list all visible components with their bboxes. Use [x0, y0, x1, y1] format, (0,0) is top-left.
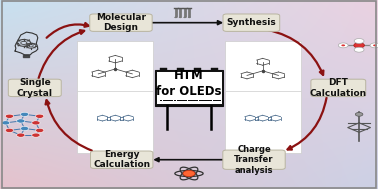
FancyBboxPatch shape: [177, 67, 184, 72]
Circle shape: [355, 112, 363, 116]
FancyBboxPatch shape: [90, 14, 152, 31]
Circle shape: [32, 133, 40, 137]
FancyBboxPatch shape: [194, 67, 201, 72]
Circle shape: [5, 114, 14, 118]
Text: Energy
Calculation: Energy Calculation: [93, 150, 150, 169]
FancyBboxPatch shape: [77, 91, 153, 153]
FancyBboxPatch shape: [155, 70, 223, 105]
FancyBboxPatch shape: [77, 41, 153, 103]
FancyBboxPatch shape: [211, 67, 218, 72]
Circle shape: [36, 128, 44, 132]
FancyBboxPatch shape: [90, 151, 153, 168]
Circle shape: [338, 43, 348, 48]
Text: Charge
Transfer
analysis: Charge Transfer analysis: [234, 145, 274, 175]
FancyBboxPatch shape: [225, 91, 301, 153]
Circle shape: [373, 44, 377, 46]
Circle shape: [354, 47, 364, 52]
Circle shape: [354, 39, 364, 43]
FancyBboxPatch shape: [160, 67, 167, 72]
Text: HTM
for OLEDs: HTM for OLEDs: [156, 69, 222, 98]
Text: Synthesis: Synthesis: [226, 18, 276, 27]
Text: Molecular
Design: Molecular Design: [96, 13, 146, 32]
Circle shape: [183, 170, 195, 177]
Circle shape: [341, 44, 345, 46]
Circle shape: [370, 43, 378, 48]
FancyBboxPatch shape: [223, 14, 280, 31]
Circle shape: [354, 43, 364, 48]
Text: DFT
Calculation: DFT Calculation: [310, 78, 367, 98]
Circle shape: [2, 121, 10, 125]
Circle shape: [17, 133, 25, 137]
Circle shape: [17, 119, 25, 123]
Circle shape: [174, 17, 177, 18]
FancyBboxPatch shape: [223, 150, 285, 169]
FancyBboxPatch shape: [311, 79, 366, 97]
FancyBboxPatch shape: [225, 41, 301, 103]
Circle shape: [179, 17, 182, 18]
Circle shape: [36, 114, 44, 118]
Circle shape: [188, 17, 191, 18]
Circle shape: [20, 112, 29, 116]
Circle shape: [20, 126, 29, 131]
Circle shape: [183, 17, 186, 18]
FancyBboxPatch shape: [8, 79, 61, 97]
Circle shape: [32, 121, 40, 125]
FancyBboxPatch shape: [156, 71, 222, 104]
Circle shape: [5, 128, 14, 132]
Text: Single
Crystal: Single Crystal: [17, 78, 53, 98]
